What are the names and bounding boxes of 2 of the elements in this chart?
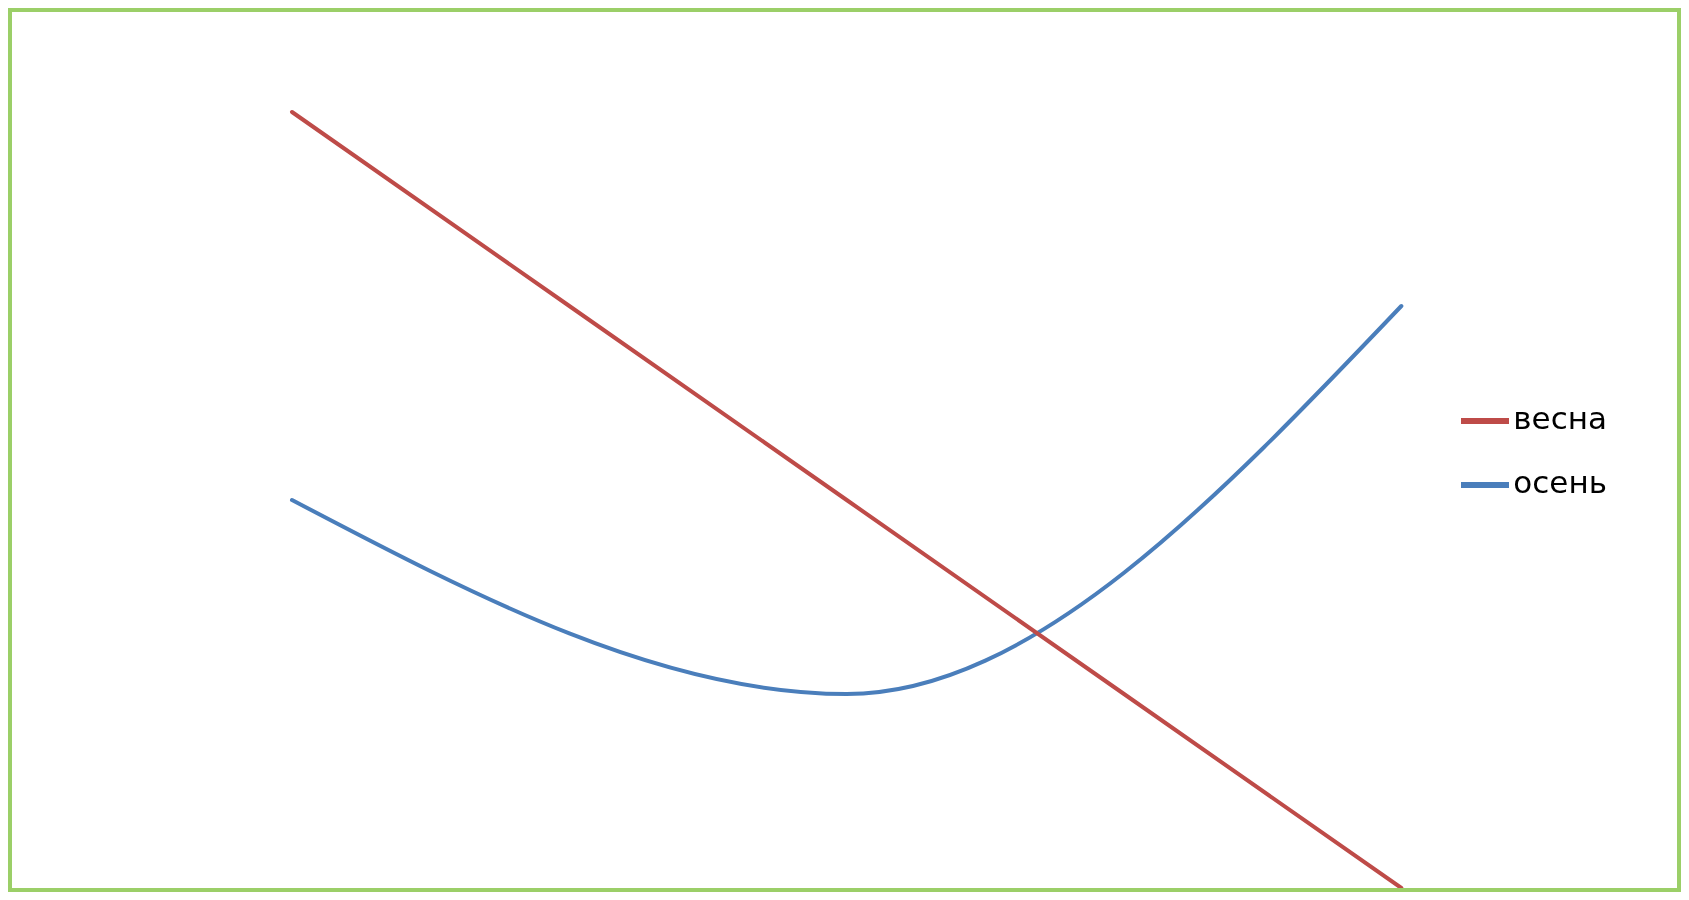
legend-label: весна	[1513, 400, 1607, 436]
legend-label: осень	[1513, 464, 1607, 500]
